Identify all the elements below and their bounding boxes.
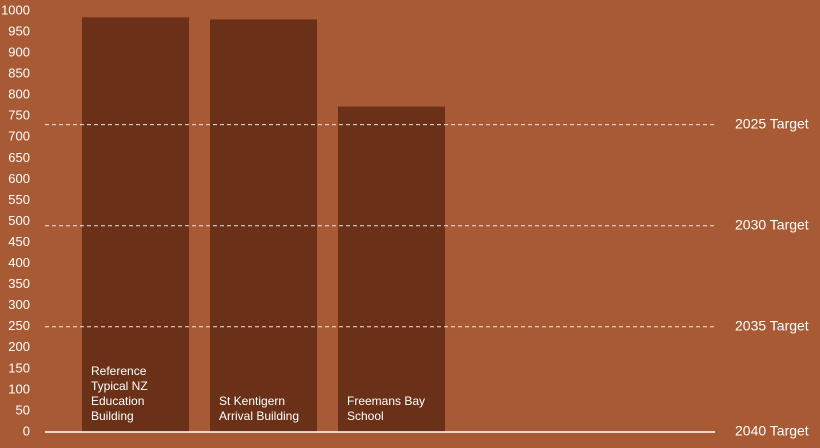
y-tick-label: 150 (8, 360, 30, 375)
y-tick-label: 750 (8, 108, 30, 123)
y-tick-label: 950 (8, 23, 30, 38)
y-tick-label: 700 (8, 129, 30, 144)
y-tick-label: 650 (8, 150, 30, 165)
y-tick-label: 50 (16, 402, 30, 417)
category-label: Reference Typical NZ Education Building (91, 364, 148, 423)
y-tick-label: 350 (8, 276, 30, 291)
y-tick-label: 900 (8, 45, 30, 60)
target-label: 2035 Target (735, 317, 809, 333)
y-tick-label: 250 (8, 318, 30, 333)
y-tick-label: 1000 (1, 2, 30, 17)
target-label: 2040 Target (735, 423, 809, 439)
target-label: 2030 Target (735, 216, 809, 232)
category-label: St Kentigern Arrival Building (219, 394, 300, 423)
y-tick-label: 100 (8, 381, 30, 396)
category-label: Freemans Bay School (347, 394, 426, 423)
bar (82, 17, 189, 432)
y-tick-label: 300 (8, 297, 30, 312)
y-tick-label: 850 (8, 66, 30, 81)
y-tick-label: 500 (8, 213, 30, 228)
y-tick-label: 400 (8, 255, 30, 270)
target-label: 2025 Target (735, 115, 809, 131)
y-tick-label: 600 (8, 171, 30, 186)
bar (338, 106, 445, 432)
y-tick-label: 0 (23, 423, 30, 438)
y-tick-label: 800 (8, 87, 30, 102)
y-tick-label: 550 (8, 192, 30, 207)
y-tick-label: 450 (8, 234, 30, 249)
y-tick-label: 200 (8, 339, 30, 354)
